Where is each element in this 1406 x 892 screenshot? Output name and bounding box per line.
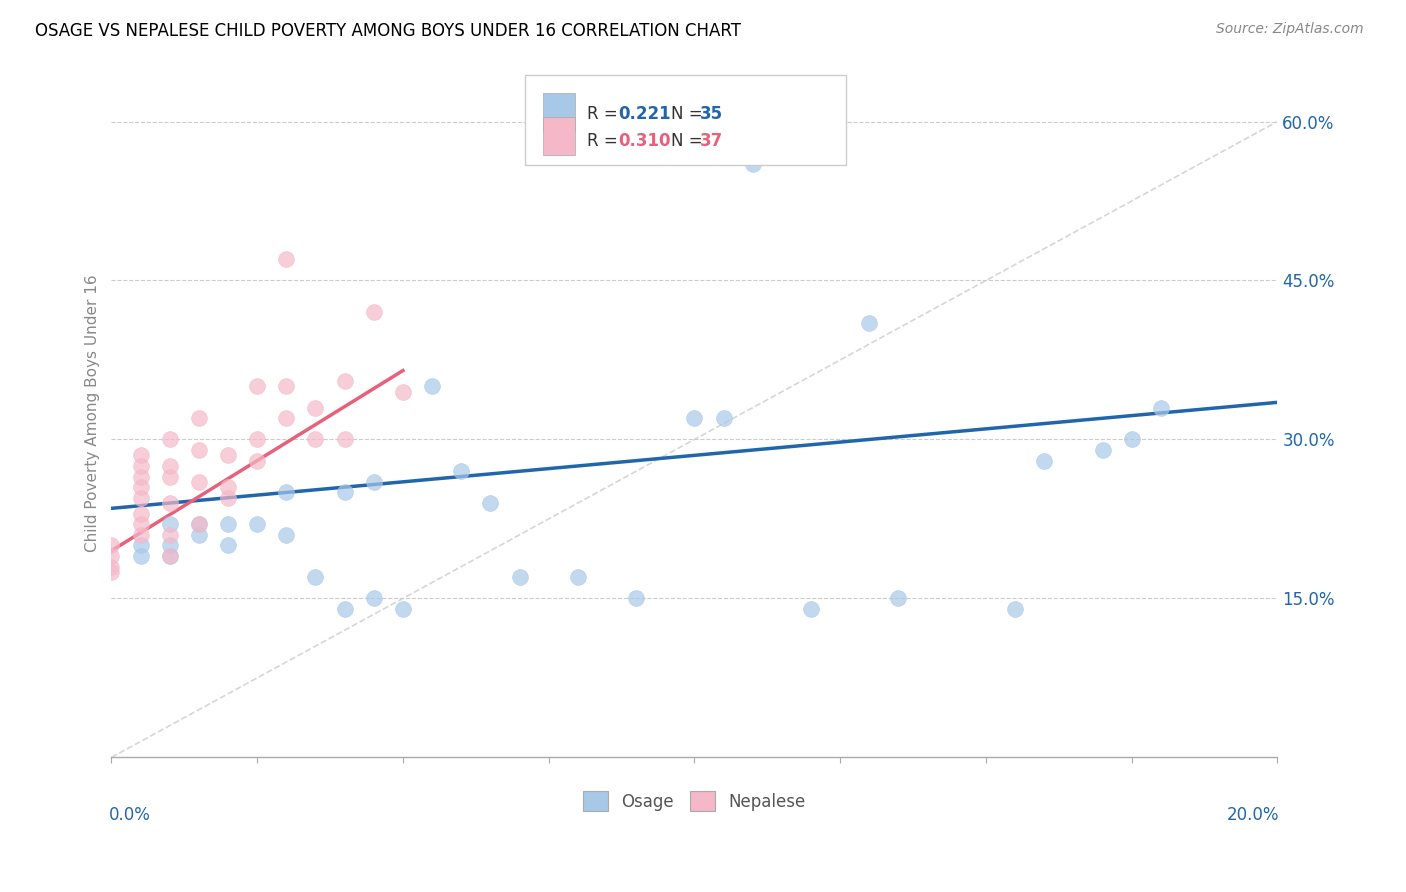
Point xyxy=(129,549,152,563)
Point xyxy=(304,570,326,584)
FancyBboxPatch shape xyxy=(543,93,575,130)
Point xyxy=(333,602,356,616)
Point xyxy=(217,480,239,494)
Text: 0.310: 0.310 xyxy=(619,132,671,150)
Point xyxy=(187,528,209,542)
Point xyxy=(479,496,502,510)
Point xyxy=(508,570,530,584)
Point xyxy=(567,570,589,584)
Point xyxy=(624,591,647,606)
Point xyxy=(187,517,209,532)
Point xyxy=(246,517,269,532)
Point xyxy=(276,485,298,500)
Point xyxy=(246,433,269,447)
Point xyxy=(159,528,181,542)
Point xyxy=(246,379,269,393)
Point xyxy=(129,480,152,494)
Point xyxy=(129,517,152,532)
Point xyxy=(159,538,181,552)
Y-axis label: Child Poverty Among Boys Under 16: Child Poverty Among Boys Under 16 xyxy=(86,274,100,552)
Point xyxy=(1033,453,1056,467)
Point xyxy=(217,538,239,552)
Text: 35: 35 xyxy=(700,105,723,123)
Point xyxy=(159,433,181,447)
Point xyxy=(159,517,181,532)
Point xyxy=(304,433,326,447)
Point xyxy=(713,411,735,425)
Point xyxy=(159,549,181,563)
Point xyxy=(333,374,356,388)
Point xyxy=(420,379,443,393)
Point xyxy=(887,591,910,606)
Point xyxy=(100,565,122,579)
Point xyxy=(276,379,298,393)
Point xyxy=(683,411,706,425)
Text: Source: ZipAtlas.com: Source: ZipAtlas.com xyxy=(1216,22,1364,37)
Point xyxy=(129,469,152,483)
Text: N =: N = xyxy=(671,132,709,150)
Point xyxy=(858,316,880,330)
Point xyxy=(392,602,415,616)
Text: N =: N = xyxy=(671,105,709,123)
Text: 20.0%: 20.0% xyxy=(1227,805,1279,823)
Point xyxy=(129,507,152,521)
Point xyxy=(100,538,122,552)
Point xyxy=(100,549,122,563)
Point xyxy=(392,384,415,399)
Point xyxy=(159,549,181,563)
Point xyxy=(1150,401,1173,415)
Point xyxy=(129,458,152,473)
Point xyxy=(1091,443,1114,458)
Point xyxy=(159,469,181,483)
Text: 0.221: 0.221 xyxy=(619,105,671,123)
Point xyxy=(363,305,385,319)
Point xyxy=(363,475,385,489)
Point xyxy=(187,411,209,425)
Point xyxy=(363,591,385,606)
Point xyxy=(187,475,209,489)
Point xyxy=(800,602,823,616)
Point xyxy=(246,453,269,467)
Point xyxy=(1121,433,1143,447)
Point xyxy=(129,448,152,462)
Point xyxy=(187,443,209,458)
Text: OSAGE VS NEPALESE CHILD POVERTY AMONG BOYS UNDER 16 CORRELATION CHART: OSAGE VS NEPALESE CHILD POVERTY AMONG BO… xyxy=(35,22,741,40)
Point xyxy=(159,496,181,510)
Point xyxy=(741,157,763,171)
Point xyxy=(217,448,239,462)
Text: 37: 37 xyxy=(700,132,724,150)
Point xyxy=(333,485,356,500)
Text: 0.0%: 0.0% xyxy=(110,805,150,823)
Point xyxy=(333,433,356,447)
Point xyxy=(217,517,239,532)
Point xyxy=(129,491,152,505)
Text: R =: R = xyxy=(588,132,623,150)
Point xyxy=(187,517,209,532)
Point xyxy=(129,528,152,542)
Point xyxy=(304,401,326,415)
Point xyxy=(450,464,472,478)
Point xyxy=(100,559,122,574)
Point xyxy=(129,538,152,552)
Point xyxy=(217,491,239,505)
Legend: Osage, Nepalese: Osage, Nepalese xyxy=(576,784,813,818)
Point xyxy=(276,411,298,425)
Point xyxy=(276,528,298,542)
Point xyxy=(1004,602,1026,616)
FancyBboxPatch shape xyxy=(543,117,575,154)
FancyBboxPatch shape xyxy=(526,76,846,165)
Point xyxy=(159,458,181,473)
Text: R =: R = xyxy=(588,105,623,123)
Point xyxy=(276,252,298,267)
